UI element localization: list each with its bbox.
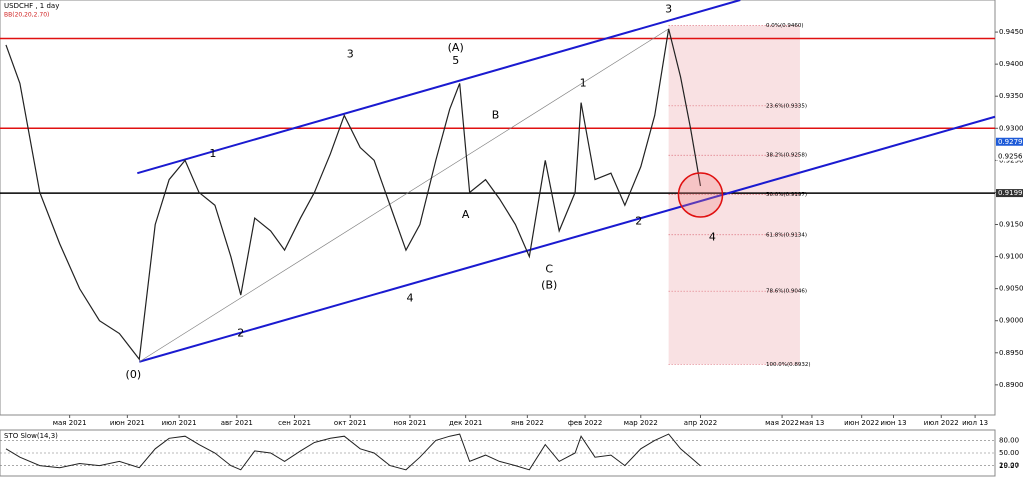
fib-label: 78.6%(0.9046) [766, 289, 807, 295]
x-tick-label: ноя 2021 [393, 419, 426, 427]
wave-label: 1 [580, 76, 587, 89]
wave-label: 4 [406, 291, 413, 304]
x-tick-label: мая 13 [799, 419, 824, 427]
indicator-tick-label: 80.00 [999, 436, 1019, 444]
y-tick-label: 0.8950 [999, 349, 1024, 357]
fib-label: 61.8%(0.9134) [766, 232, 807, 238]
y-tick-label: 0.9000 [999, 317, 1024, 325]
indicator-title: STO Slow(14,3) [4, 432, 58, 440]
x-tick-label: авг 2021 [221, 419, 253, 427]
x-tick-label: июн 2022 [844, 419, 879, 427]
wave-label: C [545, 262, 553, 275]
wave-label: B [492, 108, 500, 121]
price-marker-label: 0.9256 [998, 153, 1023, 161]
y-tick-label: 0.8900 [999, 381, 1024, 389]
indicator-tick-label: 50.00 [999, 449, 1019, 457]
y-tick-label: 0.9350 [999, 92, 1024, 100]
wave-label: 3 [665, 3, 672, 16]
x-tick-label: июл 13 [962, 419, 988, 427]
wave-label: 1 [209, 147, 216, 160]
wave-label: 3 [347, 48, 354, 61]
x-tick-label: мар 2022 [624, 419, 658, 427]
subtitle: BB(20,20,2.70) [4, 12, 49, 19]
wave-label: A [462, 208, 470, 221]
y-tick-label: 0.9050 [999, 285, 1024, 293]
price-marker [996, 189, 1023, 198]
wave-label: (B) [541, 278, 557, 291]
trendline [139, 115, 996, 363]
wave-label: (0) [126, 368, 142, 381]
fib-label: 50.0%(0.9197) [766, 192, 807, 198]
main-panel [0, 0, 996, 416]
highlight-circle [677, 172, 724, 218]
fib-label: 38.2%(0.9258) [766, 153, 807, 159]
price-marker [996, 137, 1023, 146]
trendline [139, 28, 669, 363]
x-tick-label: июн 2021 [110, 419, 145, 427]
indicator-last-label: 19.27 [999, 462, 1019, 470]
y-tick-label: 0.9100 [999, 253, 1024, 261]
wave-label: 4 [709, 230, 716, 243]
fib-label: 0.0%(0.9460) [766, 23, 804, 29]
price-marker-label: 0.9199 [998, 189, 1023, 197]
x-tick-label: янв 2022 [511, 419, 544, 427]
wave-label: 5 [452, 54, 459, 67]
indicator-tick-label: 20.00 [999, 462, 1019, 470]
x-tick-label: мая 2022 [765, 419, 799, 427]
x-tick-label: окт 2021 [334, 419, 367, 427]
x-tick-label: июл 2022 [924, 419, 959, 427]
y-tick-label: 0.9300 [999, 124, 1024, 132]
indicator-line [5, 433, 701, 471]
x-tick-label: сен 2021 [278, 419, 311, 427]
wave-label: (A) [448, 41, 464, 54]
x-tick-label: мая 2021 [53, 419, 87, 427]
x-tick-label: фев 2022 [568, 419, 602, 427]
x-tick-label: апр 2022 [684, 419, 717, 427]
price-marker-label: 0.9279 [998, 138, 1023, 146]
trendline [137, 0, 741, 175]
fib-label: 100.0%(0.8932) [766, 362, 811, 368]
x-tick-label: дек 2021 [449, 419, 482, 427]
price-line [5, 28, 702, 361]
y-tick-label: 0.9150 [999, 220, 1024, 228]
wave-label: 2 [237, 327, 244, 340]
x-tick-label: июн 13 [880, 419, 906, 427]
chart-title: USDCHF , 1 day [4, 2, 59, 10]
fib-zone [668, 25, 800, 365]
wave-label: 2 [635, 214, 642, 227]
y-tick-label: 0.9400 [999, 60, 1024, 68]
x-tick-label: июл 2021 [162, 419, 197, 427]
fib-label: 23.6%(0.9335) [766, 103, 807, 109]
price-marker [996, 152, 1023, 161]
y-tick-label: 0.9450 [999, 28, 1024, 36]
